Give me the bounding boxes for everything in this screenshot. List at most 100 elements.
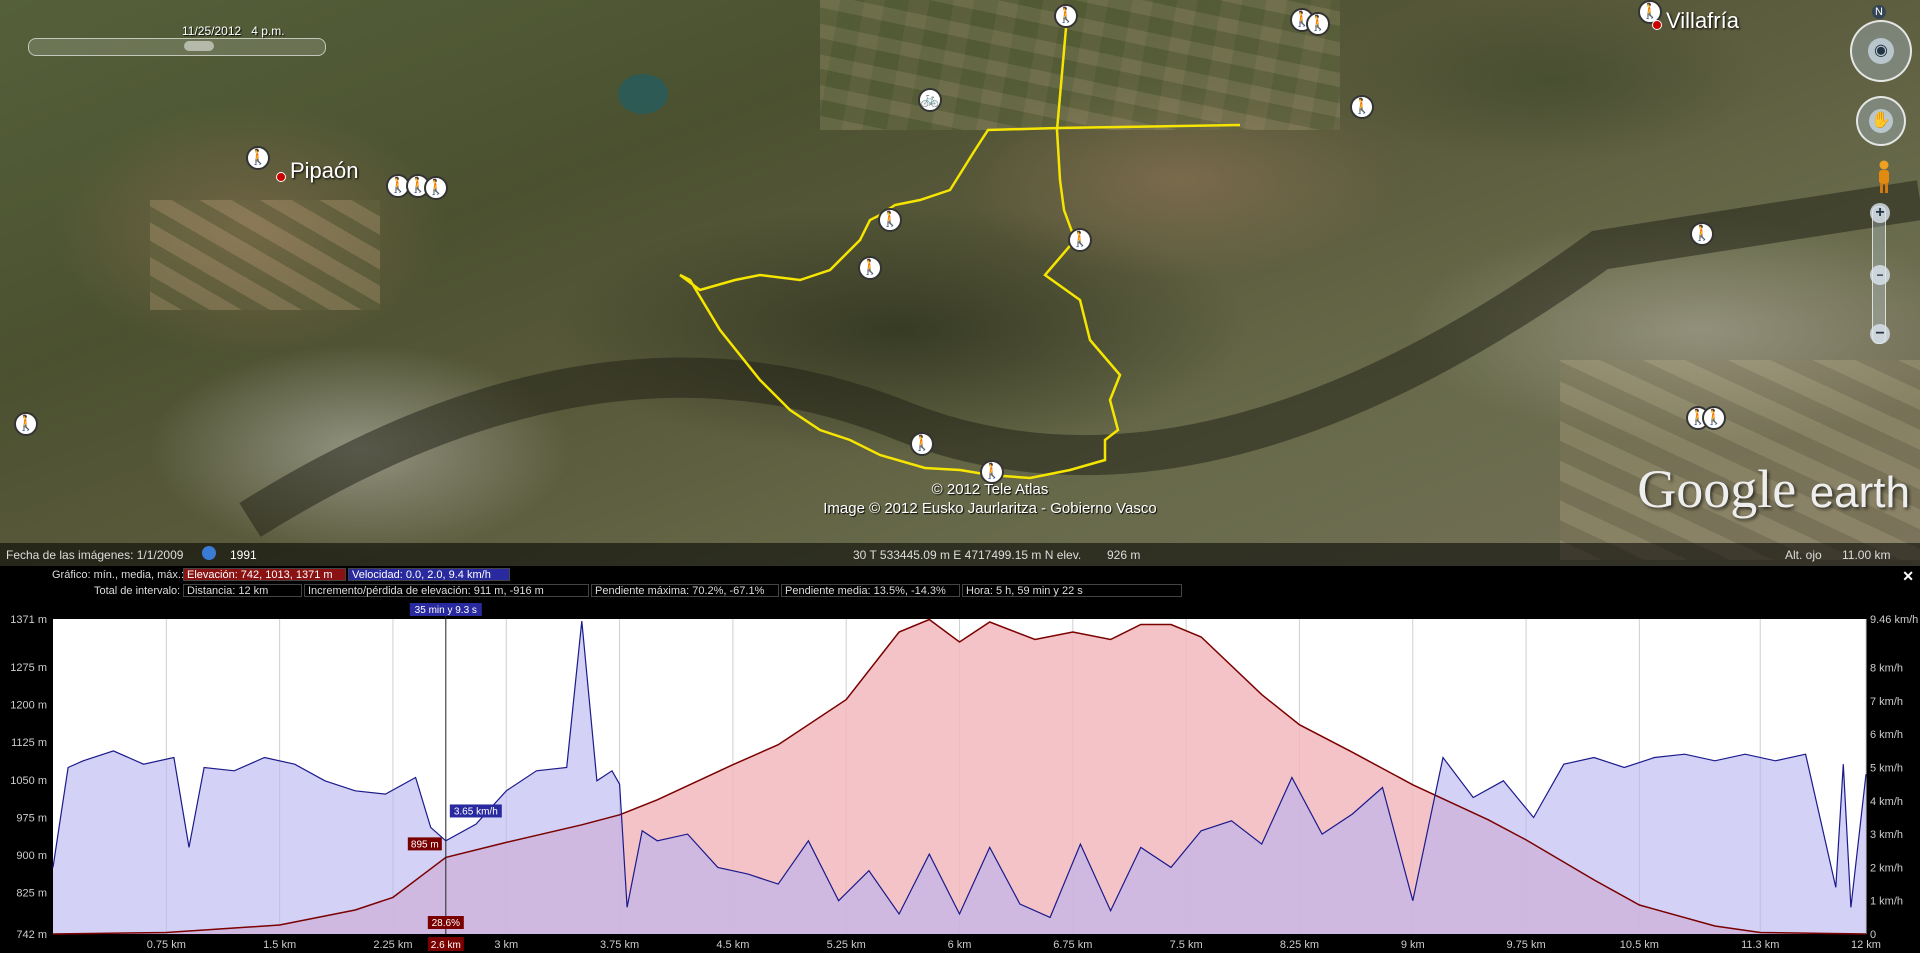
cursor-elevation-box xyxy=(407,837,442,851)
time-slider-date: 11/25/2012 xyxy=(182,24,242,38)
y-right-tick-label: 5 km/h xyxy=(1870,763,1903,775)
hiker-icon[interactable]: 🚶 xyxy=(1702,406,1726,430)
time-slider[interactable] xyxy=(28,38,326,56)
close-icon[interactable]: ✕ xyxy=(1902,568,1914,584)
y-left-tick-label: 1371 m xyxy=(10,614,47,626)
place-label-villafria[interactable]: Villafría xyxy=(1666,8,1739,33)
y-right-tick-label: 8 km/h xyxy=(1870,663,1903,675)
y-right-tick-label: 9.46 km/h xyxy=(1870,614,1918,626)
street-view-pegman-icon[interactable] xyxy=(1876,160,1892,194)
y-left-tick-label: 825 m xyxy=(16,887,47,899)
history-clock-icon[interactable] xyxy=(202,546,216,560)
hiker-icon[interactable]: 🚶 xyxy=(1306,12,1330,36)
historical-year[interactable]: 1991 xyxy=(230,548,257,562)
x-tick-label: 9.75 km xyxy=(1506,939,1545,951)
time-slider-knob[interactable] xyxy=(184,41,214,51)
hiker-icon[interactable]: 🚶 xyxy=(1068,228,1092,252)
y-right-tick-label: 6 km/h xyxy=(1870,729,1903,741)
copyright-line2: Image © 2012 Eusko Jaurlaritza - Gobiern… xyxy=(823,500,1157,517)
north-indicator[interactable]: N xyxy=(1872,5,1886,19)
x-tick-label: 10.5 km xyxy=(1620,939,1659,951)
hiker-icon[interactable]: 🚶 xyxy=(980,460,1004,484)
y-right-tick-label: 2 km/h xyxy=(1870,862,1903,874)
status-bar: Fecha de las imágenes: 1/1/2009 1991 30 … xyxy=(0,543,1920,566)
cursor-coordinates: 30 T 533445.09 m E 4717499.15 m N elev. xyxy=(853,548,1082,562)
place-marker xyxy=(1652,20,1662,30)
gps-track xyxy=(679,27,1241,480)
hiker-icon[interactable]: 🚶 xyxy=(1350,95,1374,119)
cursor-distance-label: 2.6 km xyxy=(431,940,461,951)
eye-icon[interactable]: ◉ xyxy=(1868,38,1894,64)
speed-stat-box[interactable]: Velocidad: 0.0, 2.0, 9.4 km/h xyxy=(348,568,510,581)
speed-line xyxy=(52,620,1867,919)
place-marker xyxy=(276,172,286,182)
y-right-tick-label: 7 km/h xyxy=(1870,696,1903,708)
hiker-icon[interactable]: 🚶 xyxy=(1690,222,1714,246)
lake xyxy=(618,74,668,114)
elevation-gain-stat: Incremento/pérdida de elevación: 911 m, … xyxy=(304,584,589,597)
zoom-thumb-icon[interactable]: − xyxy=(1870,265,1890,285)
duration-stat: Hora: 5 h, 59 min y 22 s xyxy=(962,584,1182,597)
farm-fields xyxy=(1560,360,1920,560)
y-left-tick-label: 1050 m xyxy=(10,775,47,787)
copyright-line1: © 2012 Tele Atlas xyxy=(931,481,1049,498)
cursor-speed-label: 3.65 km/h xyxy=(454,806,498,817)
elevation-profile-panel[interactable]: Gráfico: mín., media, máx.: Elevación: 7… xyxy=(0,566,1920,953)
hiker-icon[interactable]: 🚶 xyxy=(878,208,902,232)
x-tick-label: 7.5 km xyxy=(1170,939,1203,951)
elevation-stat-box[interactable]: Elevación: 742, 1013, 1371 m xyxy=(183,568,346,581)
x-tick-label: 6.75 km xyxy=(1053,939,1092,951)
chart-stats-label: Gráfico: mín., media, máx.: xyxy=(52,569,185,581)
x-tick-label: 3.75 km xyxy=(600,939,639,951)
speed-area xyxy=(53,621,1866,934)
look-control[interactable]: ◉ xyxy=(1850,20,1912,82)
hiker-icon[interactable]: 🚶 xyxy=(14,412,38,436)
imagery-date: Fecha de las imágenes: 1/1/2009 xyxy=(6,548,184,562)
x-tick-label: 9 km xyxy=(1401,939,1425,951)
x-tick-label: 3 km xyxy=(494,939,518,951)
zoom-out-icon[interactable]: − xyxy=(1870,324,1890,344)
x-tick-label: 8.25 km xyxy=(1280,939,1319,951)
elevation-line xyxy=(52,618,1867,935)
logo-google: Google xyxy=(1637,459,1797,519)
y-left-tick-label: 975 m xyxy=(16,812,47,824)
farm-fields xyxy=(150,200,380,310)
x-tick-label: 2.25 km xyxy=(373,939,412,951)
y-left-tick-label: 1200 m xyxy=(10,700,47,712)
farm-fields xyxy=(820,0,1340,130)
y-left-tick-label: 1125 m xyxy=(11,737,47,749)
time-slider-time: 4 p.m. xyxy=(251,24,285,38)
cursor-time-label: 35 min y 9.3 s xyxy=(415,605,477,616)
place-label-pipaon[interactable]: Pipaón xyxy=(290,158,359,183)
x-tick-label: 0.75 km xyxy=(147,939,186,951)
hiker-icon[interactable]: 🚶 xyxy=(858,256,882,280)
y-right-tick-label: 3 km/h xyxy=(1870,829,1903,841)
hiker-icon[interactable]: 🚶 xyxy=(1054,4,1078,28)
cursor-distance-box xyxy=(427,937,464,951)
google-earth-logo: Google earth xyxy=(1637,458,1910,520)
cursor-slope-label: 28.6% xyxy=(432,918,460,929)
move-control[interactable]: ✋ xyxy=(1856,96,1906,146)
cursor-slope-box xyxy=(427,916,464,929)
hiker-icon[interactable]: 🚶 xyxy=(386,174,410,198)
cursor-speed-box xyxy=(449,804,502,818)
x-tick-label: 12 km xyxy=(1851,939,1881,951)
cursor-elevation: 926 m xyxy=(1107,548,1141,562)
hand-icon[interactable]: ✋ xyxy=(1869,109,1893,133)
x-tick-label: 6 km xyxy=(948,939,972,951)
x-tick-label: 4.5 km xyxy=(716,939,749,951)
zoom-in-icon[interactable]: + xyxy=(1870,203,1890,223)
hiker-icon[interactable]: 🚶 xyxy=(910,432,934,456)
map-view[interactable]: 🚶 🚶 🚶 🚶 🚶 🚶 🚲 🚶 🚶 🚶 🚶 🚶 🚶 🚶 🚶 🚶 🚶 🚶 🚶 Pi… xyxy=(0,0,1920,566)
y-right-tick-label: 1 km/h xyxy=(1870,896,1903,908)
distance-stat: Distancia: 12 km xyxy=(183,584,302,597)
cyclist-icon[interactable]: 🚲 xyxy=(918,88,942,112)
y-left-tick-label: 900 m xyxy=(16,850,47,862)
logo-earth: earth xyxy=(1809,468,1910,517)
x-tick-label: 1.5 km xyxy=(263,939,296,951)
elevation-speed-chart[interactable]: 0.75 km 1.5 km 2.25 km 3 km 3.75 km 4.5 km 5.2… xyxy=(0,566,1920,953)
hiker-icon[interactable]: 🚶 xyxy=(246,146,270,170)
time-slider-label: 11/25/2012 4 p.m. xyxy=(182,24,285,38)
hiker-icon[interactable]: 🚶 xyxy=(424,176,448,200)
max-slope-stat: Pendiente máxima: 70.2%, -67.1% xyxy=(591,584,779,597)
